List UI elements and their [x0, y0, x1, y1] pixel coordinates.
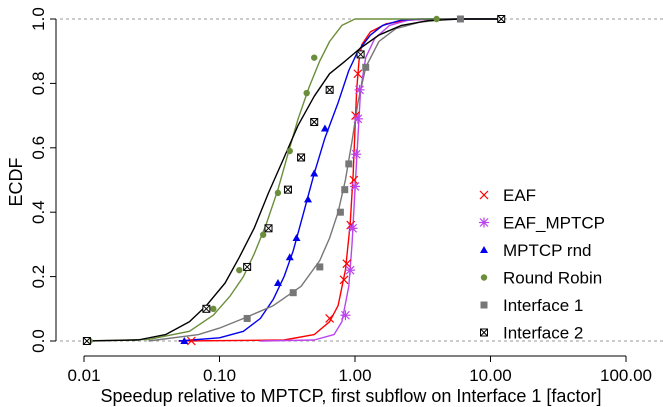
- data-point: [186, 336, 196, 346]
- data-point: [325, 85, 334, 94]
- y-tick-label: 0.0: [29, 329, 48, 353]
- legend-item: EAF: [479, 186, 536, 205]
- data-point: [325, 314, 335, 323]
- data-point: [341, 186, 349, 194]
- x-axis-ticks: 0.01 0.10 1.00 10.00 100.00: [67, 356, 652, 385]
- x-tick-label: 0.01: [67, 366, 100, 385]
- y-tick-label: 0.8: [29, 72, 48, 96]
- x-tick-label: 10.00: [469, 366, 512, 385]
- data-point: [82, 337, 91, 345]
- data-point: [342, 259, 352, 269]
- x-tick-label: 0.10: [203, 366, 236, 385]
- data-point: [210, 305, 217, 312]
- data-point: [289, 289, 297, 297]
- data-point: [362, 63, 370, 71]
- data-point: [264, 224, 273, 233]
- legend-label: MPTCP rnd: [503, 241, 592, 260]
- x-tick-label: 1.00: [338, 366, 371, 385]
- legend-item: MPTCP rnd: [480, 241, 592, 260]
- data-point: [350, 181, 360, 192]
- legend-label: Interface 2: [503, 324, 583, 343]
- x-axis-title: Speedup relative to MPTCP, first subflow…: [101, 386, 602, 406]
- data-point: [497, 15, 506, 23]
- legend-label: Interface 1: [503, 296, 583, 315]
- data-point: [292, 233, 301, 241]
- data-point: [283, 185, 292, 194]
- legend-label: Round Robin: [503, 269, 602, 288]
- data-point: [303, 89, 310, 97]
- legend-item: EAF_MPTCP: [479, 214, 605, 233]
- y-tick-label: 0.6: [29, 136, 48, 160]
- data-point: [479, 217, 489, 228]
- data-point: [479, 190, 489, 200]
- data-point: [480, 328, 488, 337]
- data-point: [310, 169, 319, 177]
- data-point: [345, 160, 353, 168]
- series-line: [148, 18, 502, 342]
- legend-label: EAF_MPTCP: [503, 214, 605, 233]
- data-point: [202, 304, 211, 313]
- data-point: [286, 147, 293, 155]
- x-tick-label: 100.00: [600, 366, 652, 385]
- data-point: [352, 113, 363, 124]
- data-point: [340, 310, 351, 321]
- data-point: [285, 253, 294, 261]
- series-line: [260, 18, 502, 342]
- data-point: [236, 266, 243, 274]
- data-point: [243, 314, 251, 322]
- data-point: [339, 275, 349, 285]
- data-point: [354, 84, 365, 95]
- data-point: [480, 246, 488, 253]
- data-point: [304, 195, 313, 203]
- data-point: [345, 265, 356, 276]
- y-axis-title: ECDF: [6, 157, 26, 206]
- series-line: [83, 18, 502, 342]
- data-point: [320, 124, 329, 132]
- y-axis-ticks: 0.0 0.2 0.4 0.6 0.8 1.0: [29, 7, 56, 353]
- series-line: [178, 18, 502, 342]
- legend: EAF EAF_MPTCP MPTCP rnd Round Robin Interfac…: [479, 186, 605, 343]
- y-tick-label: 0.4: [29, 200, 48, 224]
- series-markers: [82, 15, 506, 346]
- data-point: [433, 15, 440, 23]
- reference-lines: [60, 18, 663, 342]
- data-point: [480, 301, 488, 309]
- series-line: [178, 18, 502, 342]
- data-point: [316, 263, 324, 271]
- y-tick-label: 1.0: [29, 7, 48, 31]
- y-tick-label: 0.2: [29, 265, 48, 289]
- data-point: [243, 262, 252, 271]
- legend-item: Interface 1: [480, 296, 583, 315]
- data-point: [353, 69, 363, 79]
- data-point: [480, 274, 488, 281]
- data-point: [351, 149, 362, 160]
- data-point: [259, 231, 267, 238]
- data-point: [336, 208, 344, 216]
- data-point: [356, 50, 365, 59]
- data-point: [274, 189, 282, 197]
- legend-item: Round Robin: [480, 269, 602, 288]
- legend-label: EAF: [503, 186, 536, 205]
- data-point: [456, 15, 464, 23]
- data-point: [310, 118, 319, 127]
- data-point: [311, 54, 318, 61]
- data-point: [297, 153, 306, 162]
- legend-item: Interface 2: [480, 324, 583, 343]
- data-point: [347, 223, 358, 234]
- data-point: [273, 279, 282, 287]
- data-point: [180, 337, 189, 344]
